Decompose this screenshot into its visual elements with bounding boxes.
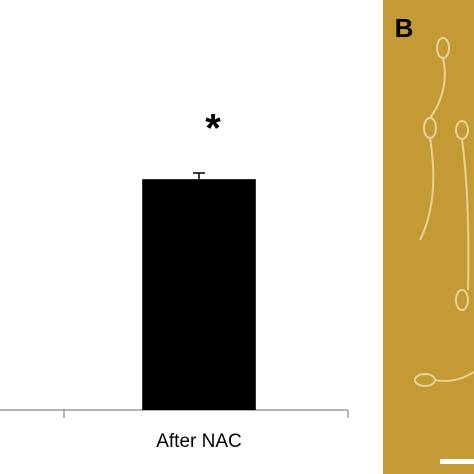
x-tick-label: After NAC [156, 431, 242, 452]
significance-mark: * [205, 107, 221, 151]
panel-label: B [395, 13, 414, 43]
scale-bar [440, 459, 474, 464]
micrograph [383, 0, 474, 474]
cells [414, 37, 474, 387]
error-bar [193, 172, 205, 180]
bar [142, 179, 256, 410]
micrograph-panel: B [383, 0, 474, 474]
